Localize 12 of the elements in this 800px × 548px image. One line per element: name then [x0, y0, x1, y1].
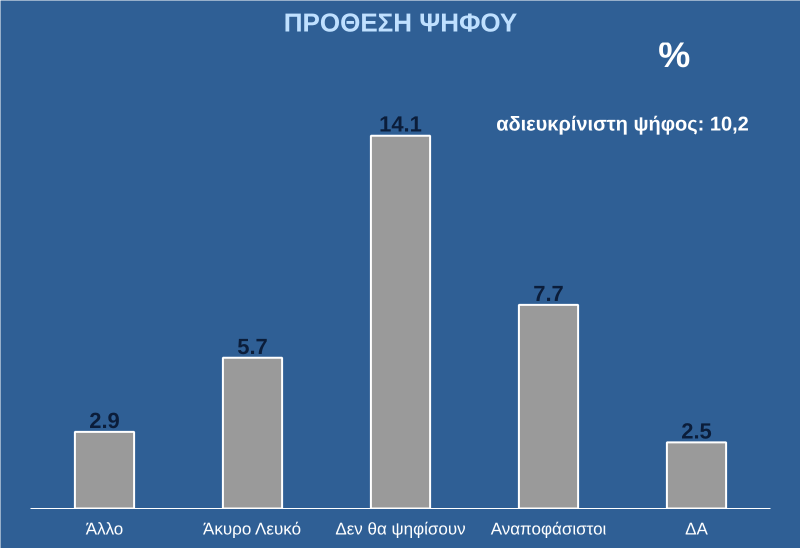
chart-title: ΠΡΟΘΕΣΗ ΨΗΦΟΥ [284, 8, 518, 38]
x-tick-label: Άλλο [86, 520, 124, 538]
x-tick-label: Άκυρο Λευκό [203, 520, 302, 538]
text: αδιευκρίνιστη ψήφος: 10,2 [496, 114, 749, 136]
x-tick-label: ΔΑ [685, 520, 709, 538]
data-label: 2.9 [89, 408, 120, 433]
data-label: 2.5 [681, 418, 712, 444]
x-tick-label: Δεν θα ψηφίσουν [335, 520, 466, 538]
data-label: 7.7 [533, 280, 564, 306]
data-label: 14.1 [379, 112, 422, 137]
data-label: 5.7 [237, 334, 268, 359]
x-tick-label: Αναποφάσιστοι [490, 520, 607, 538]
